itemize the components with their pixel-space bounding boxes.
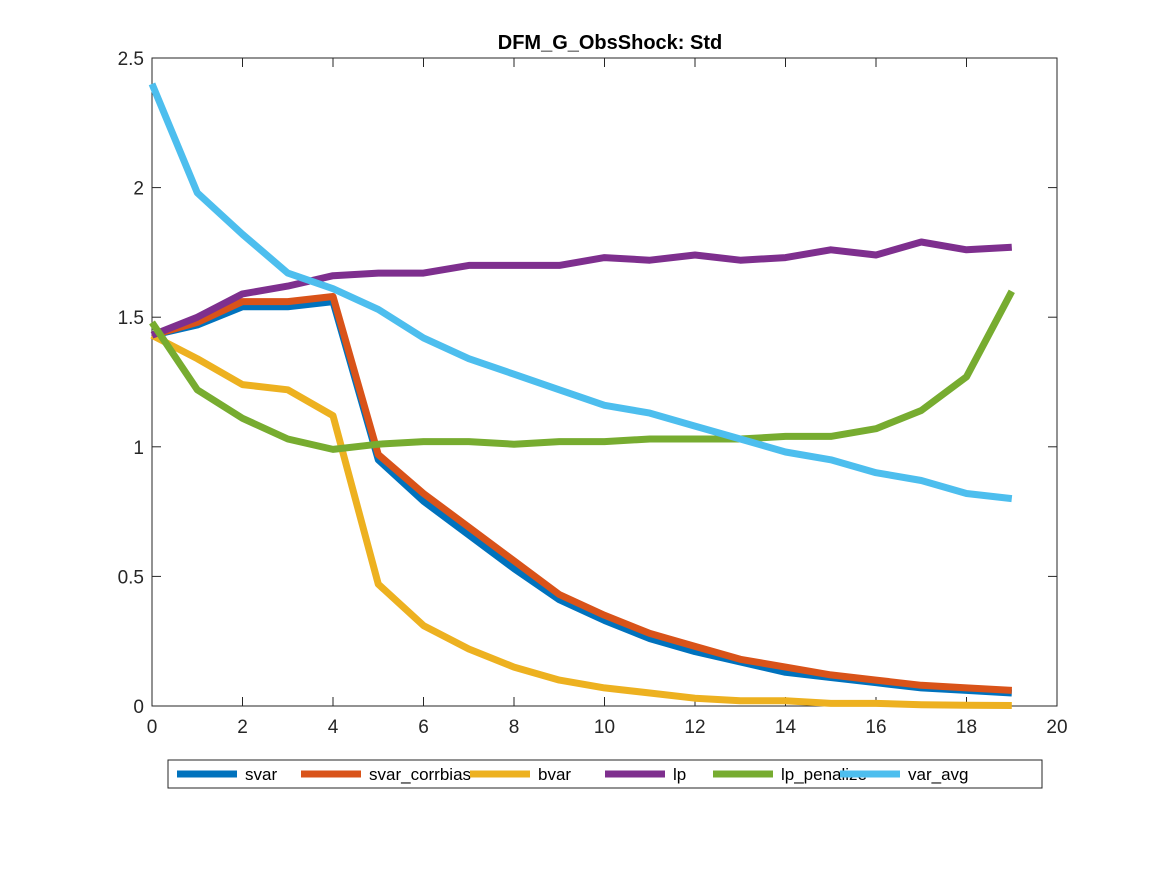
y-tick-label: 1.5 <box>118 308 144 329</box>
y-tick-label: 1 <box>133 438 144 459</box>
legend-label-svar-corrbias: svar_corrbias <box>369 765 471 784</box>
x-tick-label: 18 <box>956 717 977 738</box>
legend-label-lp: lp <box>673 765 686 784</box>
x-tick-label: 20 <box>1046 717 1067 738</box>
x-tick-label: 10 <box>594 717 615 738</box>
legend-label-var-avg: var_avg <box>908 765 968 784</box>
x-tick-label: 4 <box>328 717 339 738</box>
legend-label-svar: svar <box>245 765 277 784</box>
series-line-bvar <box>150 332 1012 709</box>
x-tick-label: 16 <box>865 717 886 738</box>
series-group <box>148 82 1015 709</box>
y-tick-label: 0 <box>133 697 144 718</box>
series-line-var-avg <box>148 82 1013 503</box>
x-tick-label: 14 <box>775 717 797 738</box>
series-line-lp <box>150 238 1013 339</box>
x-tick-label: 2 <box>237 717 248 738</box>
legend: svar svar_corrbias bvar lp lp_penalize var_av… <box>167 759 1043 789</box>
y-tick-label: 0.5 <box>118 567 144 588</box>
x-tick-label: 6 <box>418 717 429 738</box>
x-tick-label: 8 <box>509 717 520 738</box>
y-tick-label: 2.5 <box>118 49 144 70</box>
legend-label-bvar: bvar <box>538 765 571 784</box>
axes-box <box>151 57 1058 707</box>
series-line-svar-corrbias <box>151 293 1012 694</box>
series-line-lp-penalize <box>149 289 1015 453</box>
legend-label-lp-penalize: lp_penalize <box>781 765 867 784</box>
x-tick-label: 12 <box>684 717 705 738</box>
x-tick-label: 0 <box>147 717 158 738</box>
chart-title: DFM_G_ObsShock: Std <box>498 32 722 54</box>
plot-area: 0 2 4 6 8 10 12 14 16 18 20 0 0.5 1 1.5 2 2.5 <box>118 49 1068 738</box>
y-tick-label: 2 <box>133 179 144 200</box>
